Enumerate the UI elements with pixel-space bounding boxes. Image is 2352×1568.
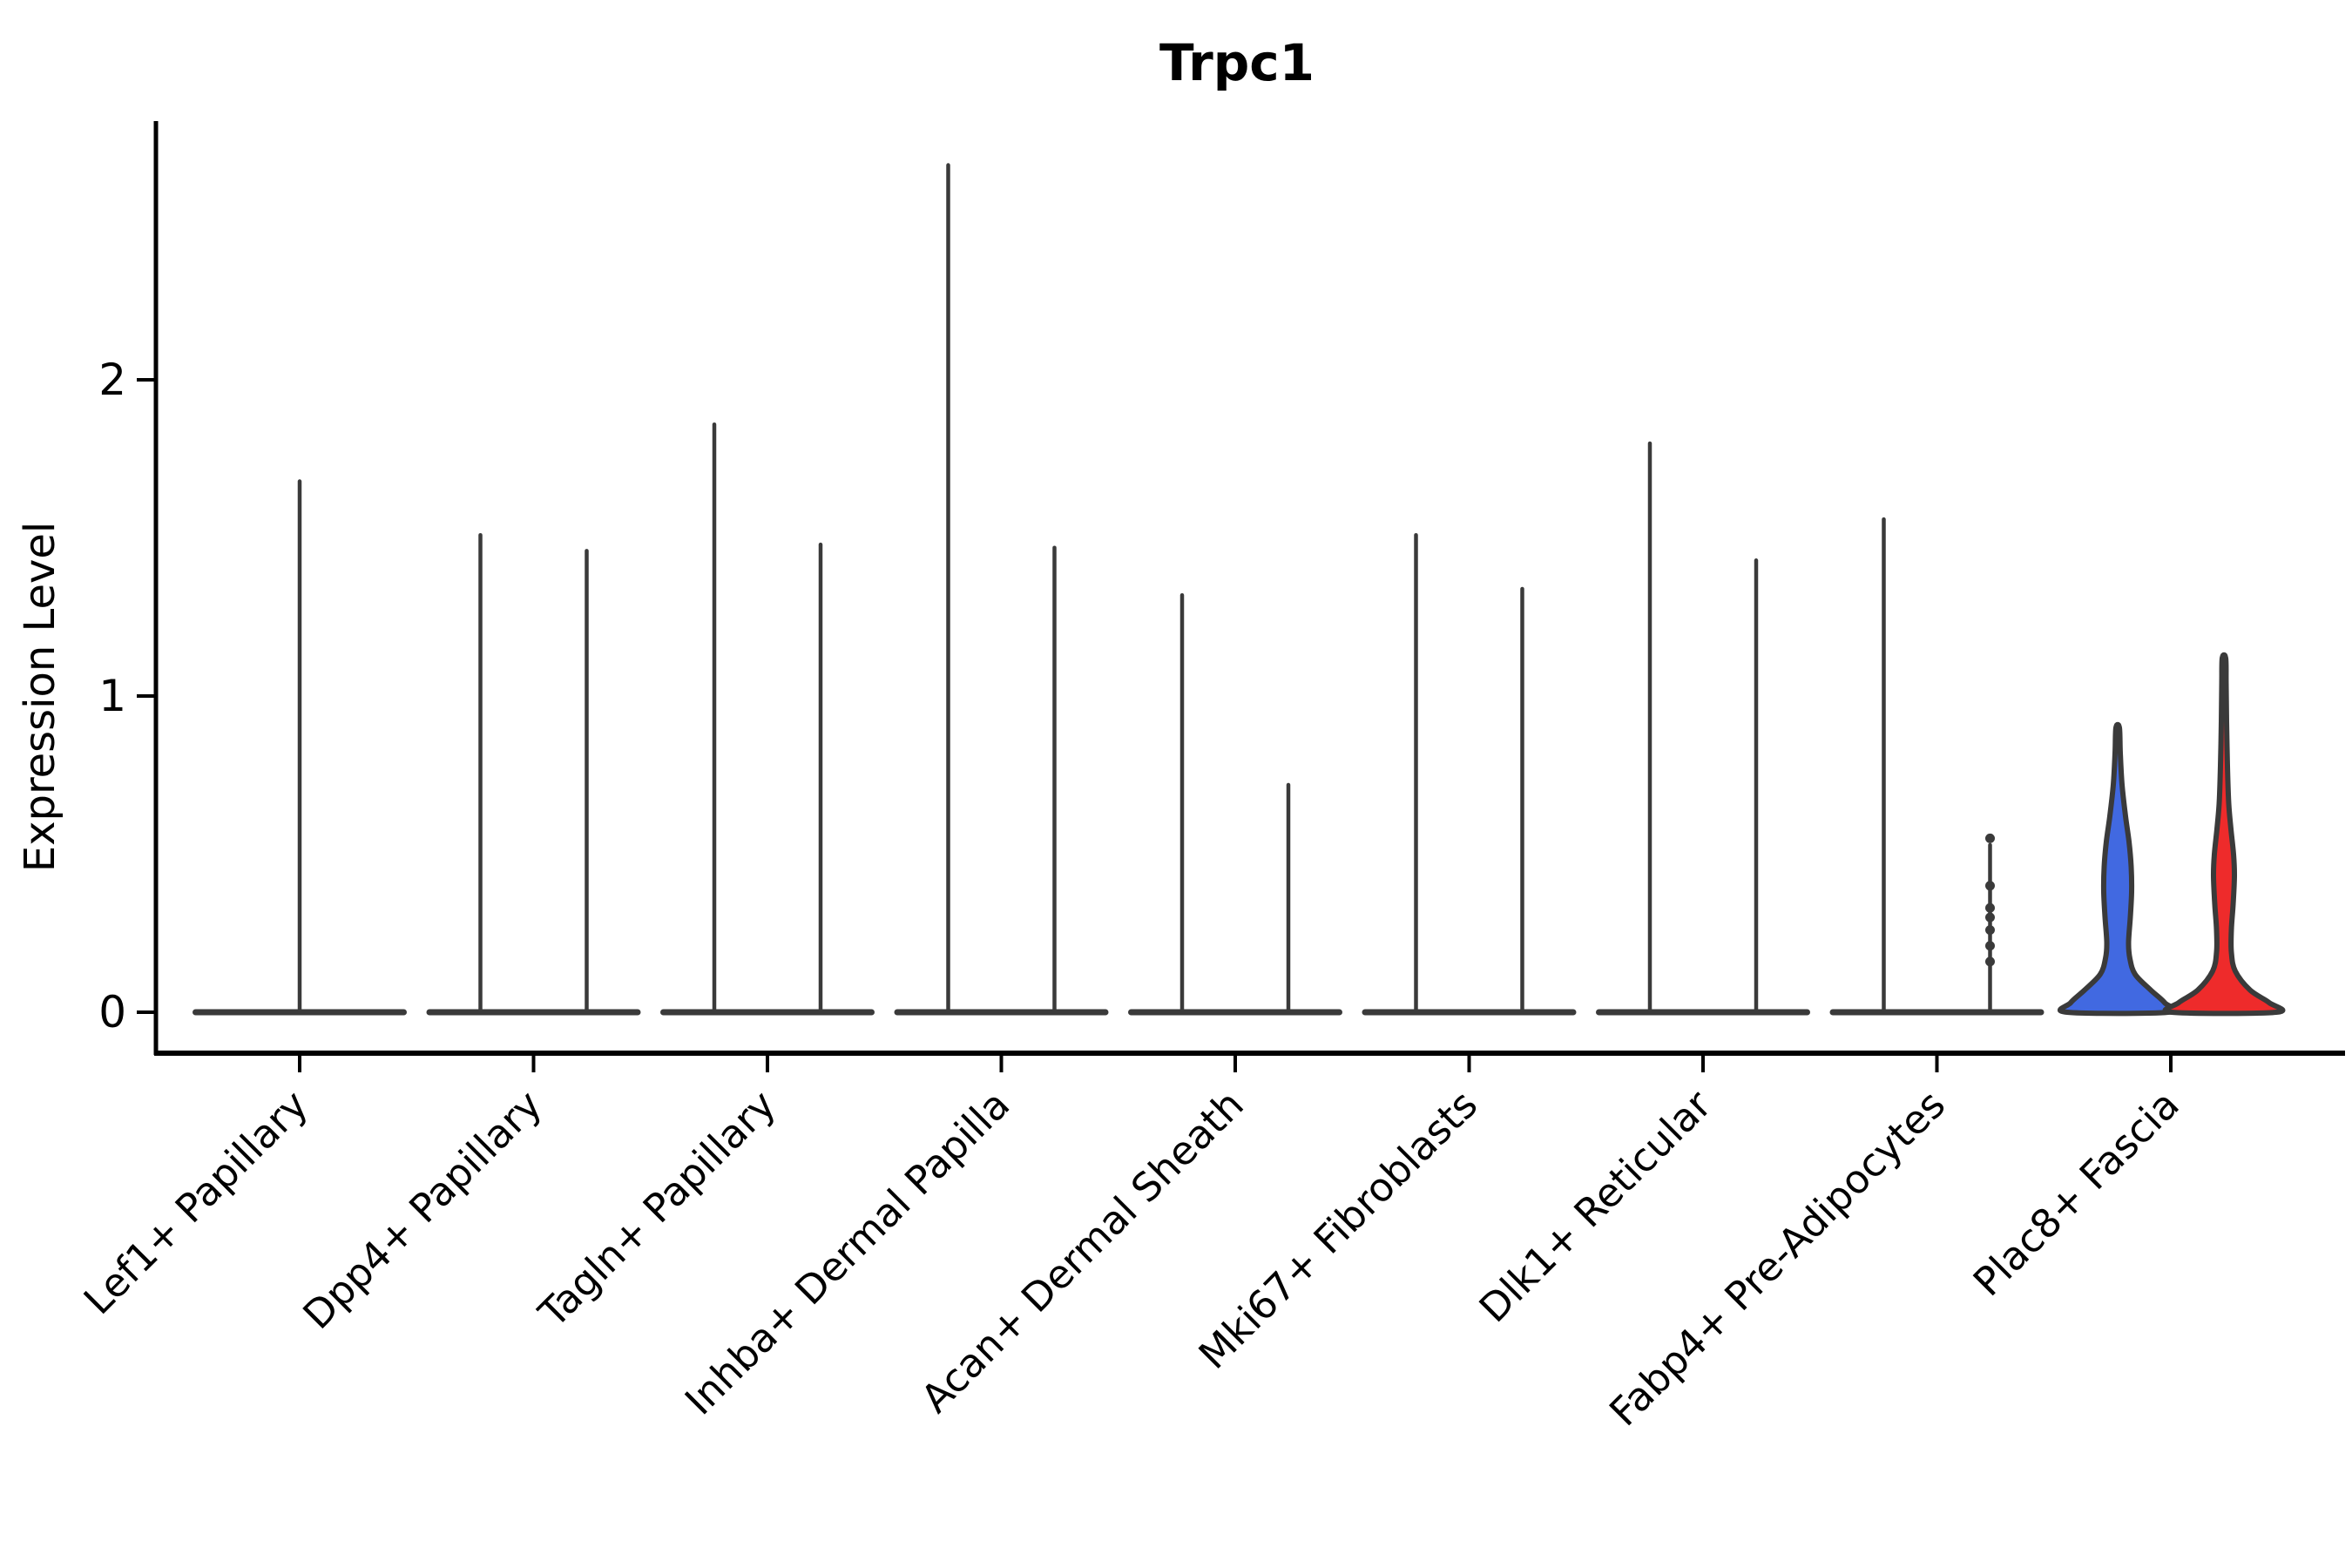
violin-marks-group [193, 163, 2286, 1017]
violin-body-red [2162, 652, 2286, 1017]
x-category-label: Lef1+ Papillary [75, 1081, 317, 1323]
violin-body-collapsed [1128, 1009, 1342, 1016]
jitter-point [1985, 902, 1995, 913]
x-category-label: Dlk1+ Reticular [1470, 1081, 1720, 1331]
violin-body-collapsed [894, 1009, 1109, 1016]
axes-group [137, 121, 2345, 1072]
jitter-point [1985, 941, 1995, 951]
violin-body-collapsed [1362, 1009, 1577, 1016]
y-tick-label: 1 [98, 671, 126, 721]
jitter-point [1985, 925, 1995, 936]
violin-body-collapsed [1596, 1009, 1810, 1016]
jitter-point [1985, 956, 1995, 967]
x-category-label: Plac8+ Fascia [1964, 1081, 2188, 1305]
y-tick-label: 0 [98, 987, 126, 1037]
violin-body-collapsed [1829, 1009, 2044, 1016]
x-category-label: Tagln+ Papillary [530, 1081, 785, 1336]
x-category-label: Dpp4+ Papillary [294, 1081, 551, 1338]
jitter-point [1985, 881, 1995, 891]
plot-title: Trpc1 [1159, 33, 1315, 92]
jitter-point [1985, 833, 1995, 843]
violin-body-collapsed [660, 1009, 875, 1016]
violin-body-collapsed [426, 1009, 641, 1016]
y-tick-label: 2 [98, 355, 126, 405]
jitter-point [1985, 912, 1995, 923]
violin-body-blue [2058, 721, 2178, 1017]
y-axis-label: Expression Level [16, 522, 64, 873]
